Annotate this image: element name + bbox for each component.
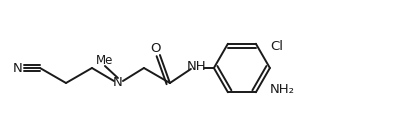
Text: Cl: Cl [269,40,282,53]
Text: N: N [13,61,23,75]
Text: N: N [113,76,123,90]
Text: NH₂: NH₂ [269,83,294,96]
Text: O: O [150,43,161,55]
Text: Me: Me [96,53,113,67]
Text: NH: NH [187,60,206,74]
